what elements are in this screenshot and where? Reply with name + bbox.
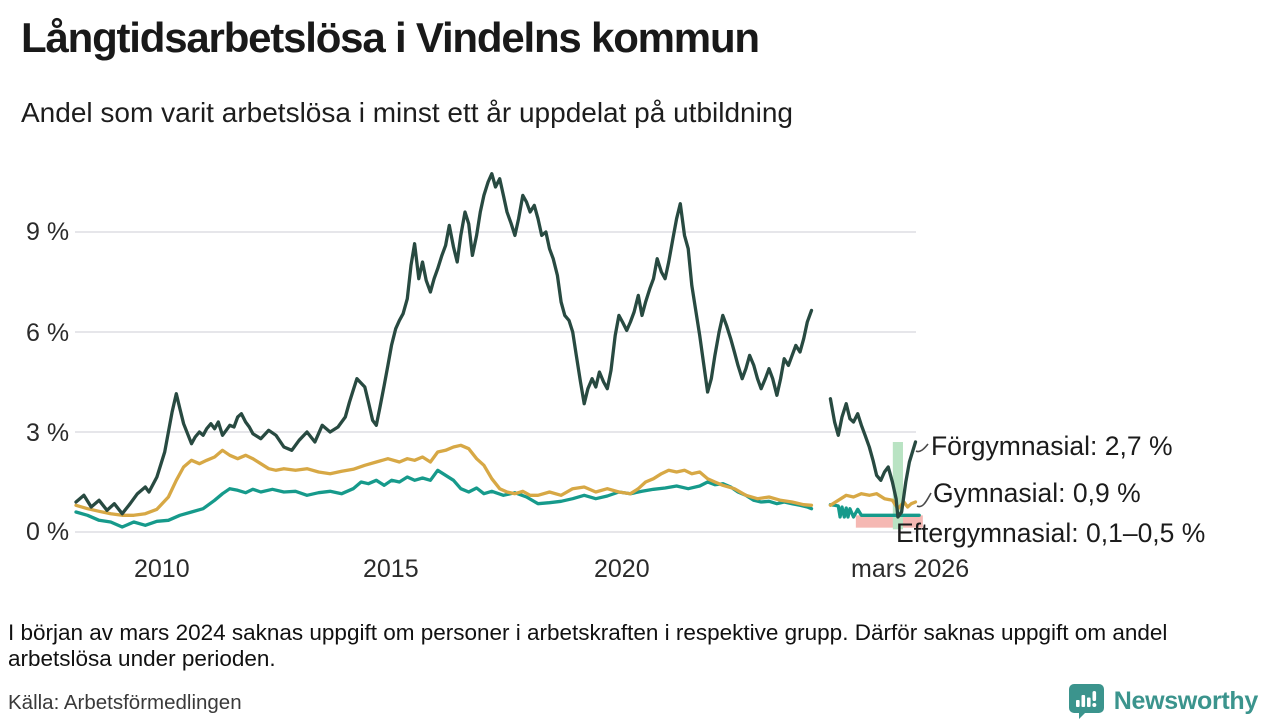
brand-name: Newsworthy	[1113, 686, 1259, 715]
bar-tall	[1081, 695, 1085, 707]
newsworthy-bars-icon	[1068, 684, 1104, 719]
bar-small	[1075, 700, 1080, 707]
x-tick-label-mars-2026: mars 2026	[851, 555, 970, 583]
bar-medium	[1086, 697, 1091, 707]
line-gymnasial-segment-2	[828, 492, 918, 511]
line-eftergymnasial-segment-2	[828, 503, 921, 519]
leader-line-gymnasial	[916, 492, 932, 508]
x-tick-label-2020: 2020	[594, 555, 650, 583]
series-label-gymnasial: Gymnasial: 0,9 %	[933, 478, 1141, 508]
y-tick-label-0: 0 %	[26, 518, 70, 546]
eftergymnasial-range-band	[855, 515, 923, 528]
chart-subtitle: Andel som varit arbetslösa i minst ett å…	[21, 97, 793, 128]
leader-line-forgymnasial	[915, 443, 929, 453]
y-tick-label-6: 6 %	[26, 319, 70, 347]
line-gymnasial-segment-1	[74, 443, 814, 517]
forgymnasial-range-band	[892, 442, 903, 530]
y-tick-label-9: 9 %	[26, 218, 70, 246]
exclamation-stem	[1092, 691, 1096, 701]
speech-bubble-shape	[1068, 684, 1104, 719]
line-forgymnasial-segment-2	[828, 397, 918, 519]
x-tick-label-2010: 2010	[134, 555, 190, 583]
line-forgymnasial-segment-1	[74, 172, 814, 516]
y-tick-label-3: 3 %	[26, 419, 70, 447]
series-label-forgymnasial: Förgymnasial: 2,7 %	[931, 431, 1173, 461]
line-eftergymnasial-segment-1	[74, 468, 814, 529]
newsworthy-logo: Newsworthy	[1068, 683, 1258, 719]
source-text: Källa: Arbetsförmedlingen	[8, 691, 242, 714]
exclamation-dot	[1092, 703, 1097, 707]
x-tick-label-2015: 2015	[363, 555, 419, 583]
footnote-text: I början av mars 2024 saknas uppgift om …	[8, 620, 1168, 672]
chart-title: Långtidsarbetslösa i Vindelns kommun	[21, 14, 760, 61]
series-label-eftergymnasial: Eftergymnasial: 0,1–0,5 %	[896, 518, 1206, 548]
